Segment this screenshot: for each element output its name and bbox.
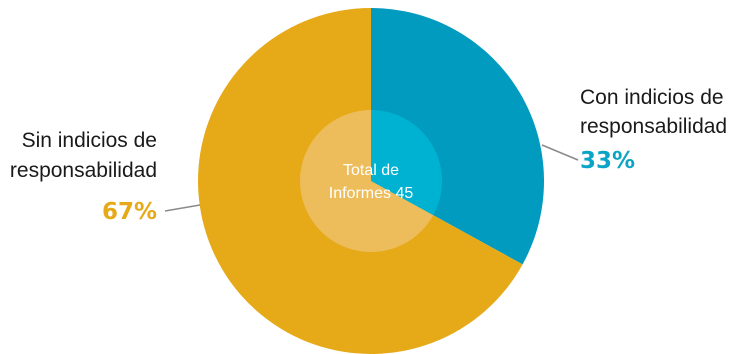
- con-indicios-inner-slice: [371, 110, 442, 216]
- center-hole: [300, 110, 442, 252]
- sin-indicios-label-line1: Sin indicios de: [22, 129, 157, 152]
- center-label-line2: Informes 45: [329, 185, 414, 202]
- con-indicios-percent: 33%: [580, 148, 635, 174]
- sin-indicios-percent: 67%: [102, 199, 157, 225]
- con-indicios-label-line1: Con indicios de: [580, 86, 724, 109]
- con-indicios-label-line2: responsabilidad: [580, 115, 727, 138]
- con-indicios-leader-line: [541, 144, 579, 161]
- sin-indicios-label-line2: responsabilidad: [10, 159, 157, 182]
- sin-indicios-leader-line: [164, 204, 201, 212]
- center-label-line1: Total de: [343, 162, 399, 179]
- sin-indicios-inner-slice: [300, 110, 434, 252]
